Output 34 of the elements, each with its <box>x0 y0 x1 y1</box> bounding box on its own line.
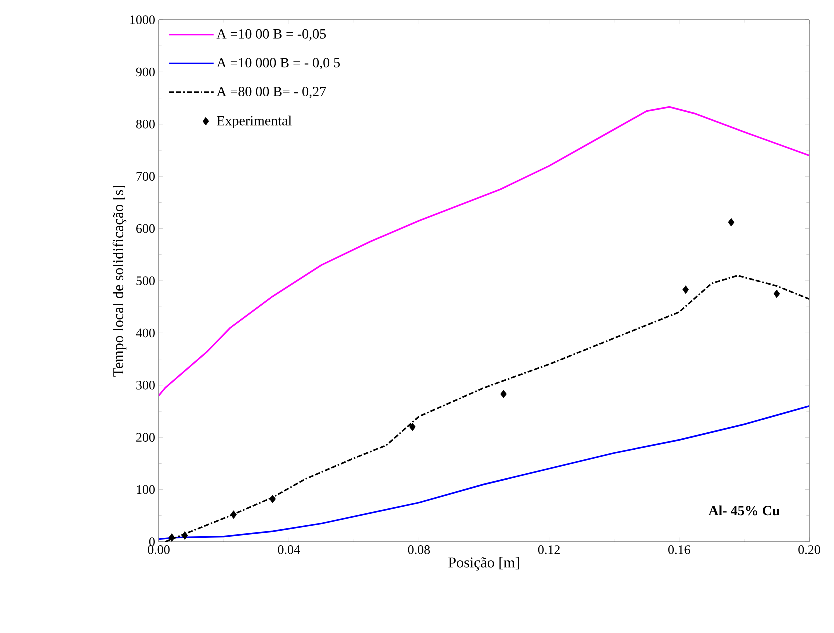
y-tick-label: 700 <box>136 172 155 181</box>
x-tick-label: 0.20 <box>798 546 820 554</box>
point <box>230 510 238 520</box>
y-tick-label: 100 <box>137 485 155 494</box>
x-tick-label: 0.04 <box>278 546 300 554</box>
x-tick-label: 0.16 <box>668 546 690 554</box>
legend-label: A =10 000 B = - 0,0 5 <box>216 58 340 70</box>
point <box>270 495 276 504</box>
y-tick-label: 400 <box>136 328 155 338</box>
y-tick-label: 1000 <box>130 16 155 24</box>
y-tick-label: 300 <box>136 381 155 390</box>
point <box>682 286 690 294</box>
legend-label: Experimental <box>217 116 292 129</box>
annotation: Al- 45% Cu <box>708 506 780 516</box>
x-tick-label: 0.00 <box>148 546 170 554</box>
point <box>182 532 188 540</box>
point <box>168 534 176 542</box>
point <box>774 290 780 298</box>
y-tick-label: 800 <box>136 120 155 129</box>
x-tick-label: 0.08 <box>408 546 430 554</box>
y-tick-label: 0 <box>149 538 155 546</box>
point <box>409 422 416 432</box>
legend-label: A =80 00 B= - 0,27 <box>216 87 326 98</box>
point <box>500 390 507 398</box>
legend-label: A =10 00 B = -0,05 <box>216 29 326 41</box>
line-series <box>159 106 810 397</box>
y-tick-label: 500 <box>136 276 155 286</box>
x-tick-label: 0.12 <box>538 546 560 554</box>
y-tick-label: 600 <box>136 224 155 234</box>
y-tick-label: 200 <box>136 433 155 442</box>
y-axis-title: Tempo local de solidificação [s] <box>112 186 127 377</box>
point <box>728 218 735 227</box>
y-tick-label: 900 <box>136 68 155 77</box>
x-axis-title: Posição [m] <box>448 557 520 571</box>
